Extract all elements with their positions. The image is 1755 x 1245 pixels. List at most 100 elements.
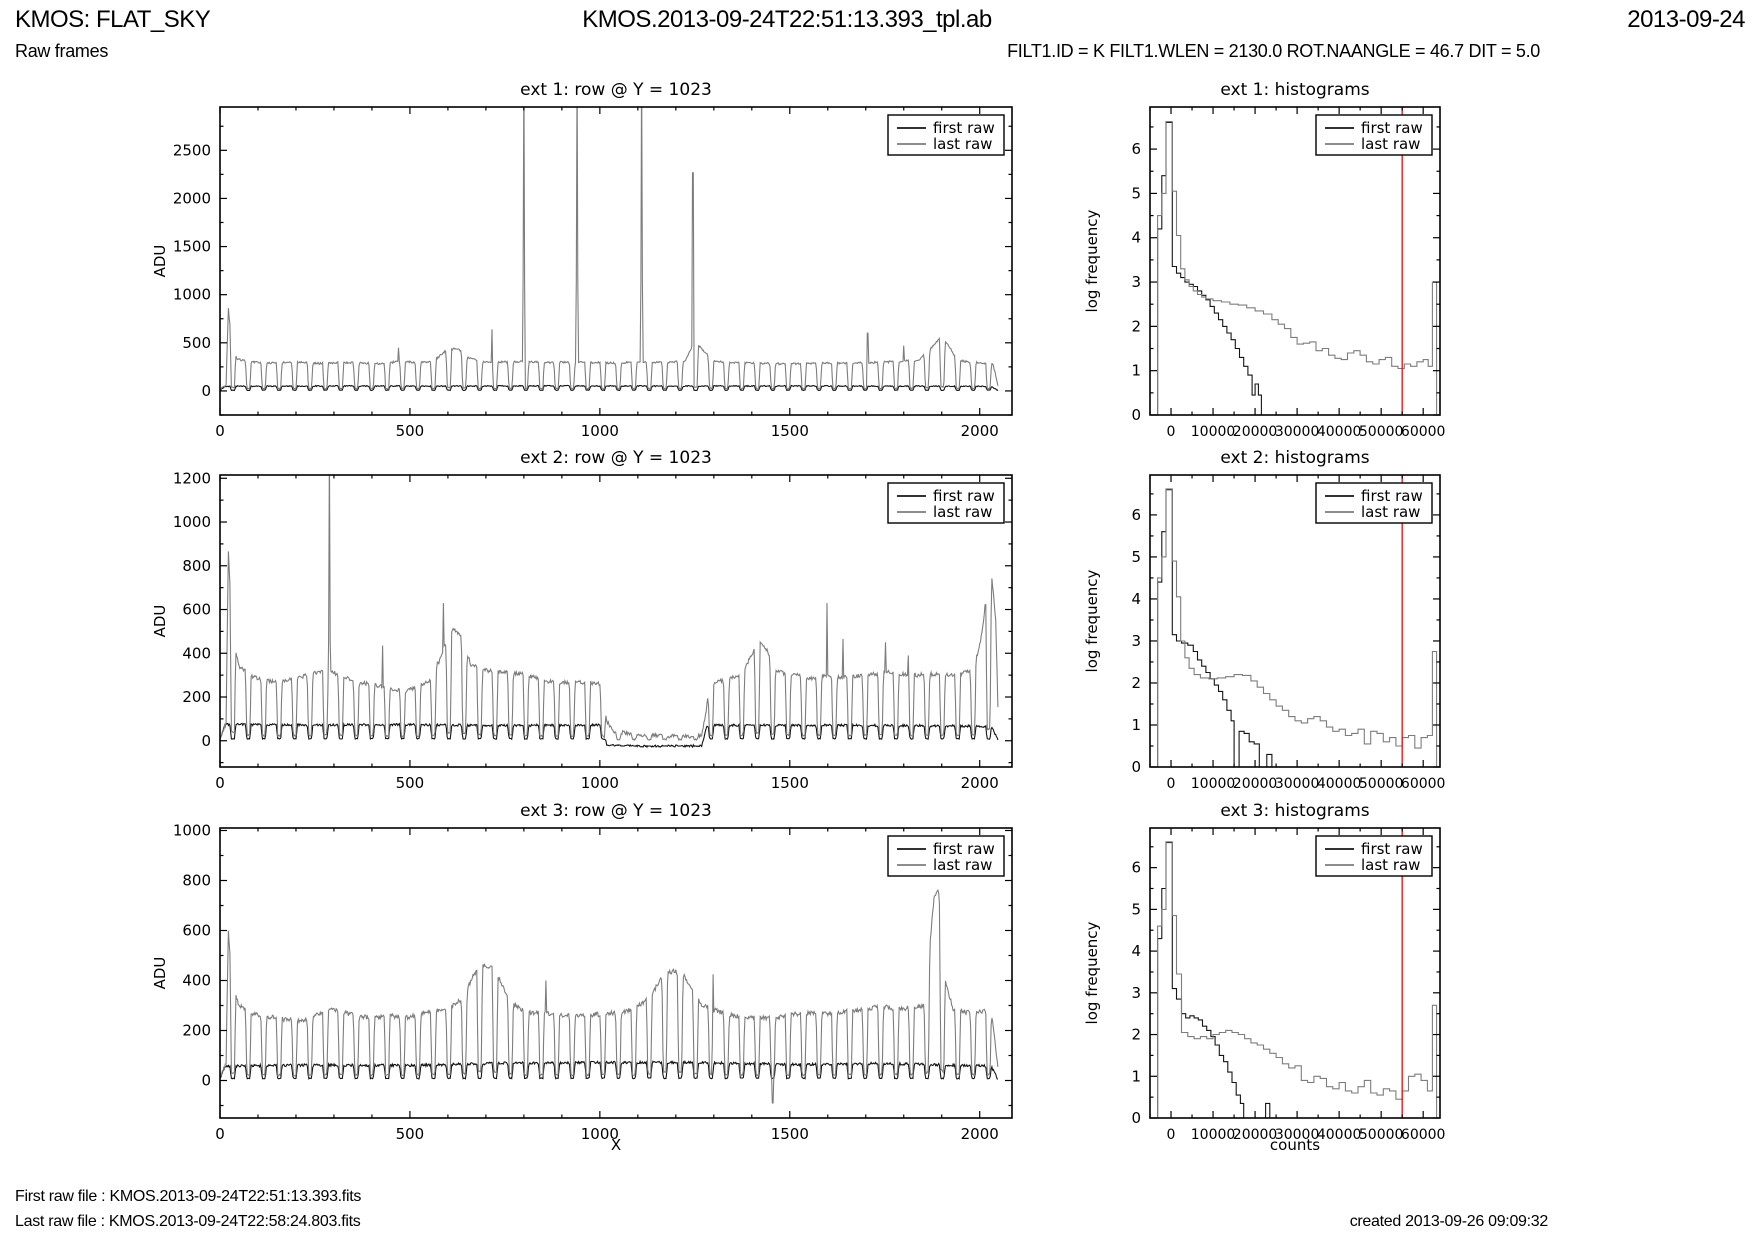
svg-text:3: 3 [1131,984,1141,1002]
svg-text:0: 0 [215,422,225,440]
svg-text:4: 4 [1131,942,1141,960]
svg-text:500: 500 [182,334,211,352]
svg-text:200: 200 [182,1022,211,1040]
created-timestamp: created 2013-09-26 09:09:32 [1349,1213,1549,1230]
svg-text:60000: 60000 [1401,776,1446,792]
svg-text:3: 3 [1131,273,1141,291]
svg-text:6: 6 [1131,140,1141,158]
svg-text:0: 0 [215,774,225,792]
observation-params: FILT1.ID = K FILT1.WLEN = 2130.0 ROT.NAA… [1007,41,1540,61]
svg-text:3: 3 [1131,632,1141,650]
svg-text:50000: 50000 [1359,776,1404,792]
svg-text:0: 0 [1167,424,1176,440]
svg-text:0: 0 [215,1125,225,1143]
svg-text:1000: 1000 [173,822,211,840]
svg-text:2000: 2000 [961,422,999,440]
svg-text:last raw: last raw [1361,856,1420,874]
svg-text:first raw: first raw [933,487,995,505]
svg-text:500: 500 [396,422,425,440]
svg-text:first raw: first raw [1361,119,1423,137]
svg-text:0: 0 [1167,1127,1176,1143]
svg-text:400: 400 [182,644,211,662]
svg-text:first raw: first raw [933,119,995,137]
svg-text:5: 5 [1131,548,1141,566]
svg-text:last raw: last raw [933,856,992,874]
svg-text:2: 2 [1131,1026,1141,1044]
svg-text:60000: 60000 [1401,1127,1446,1143]
svg-text:50000: 50000 [1359,424,1404,440]
svg-text:0: 0 [201,382,211,400]
svg-text:1: 1 [1131,1067,1141,1085]
plot-title-ext3-row: ext 3: row @ Y = 1023 [520,801,712,821]
svg-text:20000: 20000 [1233,776,1278,792]
svg-text:20000: 20000 [1233,424,1278,440]
template-filename: KMOS.2013-09-24T22:51:13.393_tpl.ab [582,6,992,33]
svg-text:400: 400 [182,972,211,990]
svg-text:600: 600 [182,601,211,619]
svg-text:1: 1 [1131,716,1141,734]
svg-text:0: 0 [1131,1109,1141,1127]
svg-text:1000: 1000 [581,422,619,440]
svg-text:0: 0 [201,732,211,750]
svg-text:800: 800 [182,557,211,575]
svg-text:1000: 1000 [173,513,211,531]
svg-text:10000: 10000 [1191,424,1236,440]
svg-text:last raw: last raw [933,135,992,153]
svg-text:500: 500 [396,1125,425,1143]
svg-text:2000: 2000 [173,189,211,207]
svg-text:last raw: last raw [1361,503,1420,521]
svg-text:4: 4 [1131,229,1141,247]
svg-text:2500: 2500 [173,141,211,159]
svg-text:30000: 30000 [1275,1127,1320,1143]
svg-text:40000: 40000 [1317,1127,1362,1143]
report-subtitle: Raw frames [15,41,109,61]
plot-title-ext2-hist: ext 2: histograms [1220,448,1370,468]
svg-text:0: 0 [1131,758,1141,776]
report-date: 2013-09-24 [1627,6,1745,33]
svg-text:4: 4 [1131,590,1141,608]
svg-text:5: 5 [1131,900,1141,918]
svg-text:2000: 2000 [961,774,999,792]
svg-text:10000: 10000 [1191,776,1236,792]
svg-text:30000: 30000 [1275,424,1320,440]
svg-text:60000: 60000 [1401,424,1446,440]
svg-text:first raw: first raw [1361,840,1423,858]
report-title: KMOS: FLAT_SKY [15,6,211,33]
svg-text:2: 2 [1131,317,1141,335]
svg-text:800: 800 [182,872,211,890]
svg-text:40000: 40000 [1317,776,1362,792]
svg-text:1500: 1500 [771,774,809,792]
svg-text:20000: 20000 [1233,1127,1278,1143]
svg-text:40000: 40000 [1317,424,1362,440]
first-raw-file-label: First raw file : KMOS.2013-09-24T22:51:1… [15,1188,362,1205]
svg-text:first raw: first raw [933,840,995,858]
svg-text:10000: 10000 [1191,1127,1236,1143]
svg-text:5: 5 [1131,184,1141,202]
plot-title-ext1-row: ext 1: row @ Y = 1023 [520,80,712,100]
svg-text:last raw: last raw [1361,135,1420,153]
svg-text:1500: 1500 [771,1125,809,1143]
svg-text:1: 1 [1131,362,1141,380]
svg-text:1500: 1500 [771,422,809,440]
svg-text:last raw: last raw [933,503,992,521]
plot-title-ext3-hist: ext 3: histograms [1220,801,1370,821]
svg-text:200: 200 [182,688,211,706]
svg-text:1200: 1200 [173,469,211,487]
xlabel-ext3-hist: counts [1269,1136,1321,1154]
last-raw-file-label: Last raw file : KMOS.2013-09-24T22:58:24… [15,1213,361,1230]
svg-text:1000: 1000 [581,1125,619,1143]
svg-text:6: 6 [1131,859,1141,877]
svg-text:6: 6 [1131,506,1141,524]
plot-title-ext2-row: ext 2: row @ Y = 1023 [520,448,712,468]
svg-text:1500: 1500 [173,238,211,256]
svg-text:0: 0 [1131,406,1141,424]
svg-text:500: 500 [396,774,425,792]
plot-title-ext1-hist: ext 1: histograms [1220,80,1370,100]
svg-text:0: 0 [1167,776,1176,792]
svg-text:50000: 50000 [1359,1127,1404,1143]
svg-text:2: 2 [1131,674,1141,692]
svg-text:1000: 1000 [173,286,211,304]
svg-text:1000: 1000 [581,774,619,792]
